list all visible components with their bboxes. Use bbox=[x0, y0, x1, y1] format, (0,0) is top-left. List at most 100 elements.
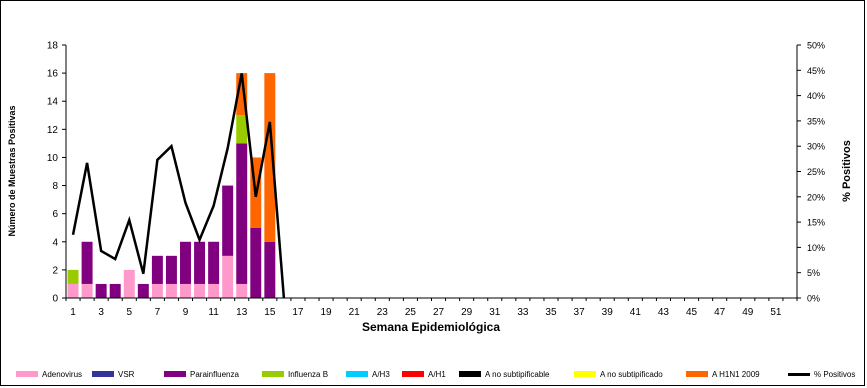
legend: Adenovirus VSR Parainfluenza Influenza B A/H… bbox=[0, 367, 867, 381]
legend-swatch bbox=[574, 371, 596, 377]
legend-item: A/H1 bbox=[402, 367, 446, 381]
y-tick-label: 8 bbox=[52, 181, 58, 192]
bar-segment bbox=[208, 241, 220, 284]
x-tick-label: 13 bbox=[236, 307, 248, 318]
bar-segment bbox=[236, 283, 248, 298]
legend-label: Parainfluenza bbox=[190, 369, 239, 379]
bar-segment bbox=[165, 283, 177, 298]
bar-segment bbox=[109, 283, 121, 298]
bar-segment bbox=[194, 241, 206, 284]
bar-segment bbox=[236, 73, 248, 116]
x-tick-label: 31 bbox=[489, 307, 501, 318]
x-tick-label: 11 bbox=[208, 307, 219, 318]
x-tick-label: 9 bbox=[183, 307, 189, 318]
legend-label: A no subtipificable bbox=[485, 369, 550, 379]
legend-swatch bbox=[262, 371, 284, 377]
x-tick-label: 45 bbox=[686, 307, 698, 318]
legend-swatch bbox=[686, 371, 708, 377]
legend-item: VSR bbox=[92, 367, 134, 381]
y-tick-label: 10 bbox=[47, 153, 59, 164]
percent-positive-line bbox=[71, 73, 286, 299]
legend-swatch bbox=[459, 371, 481, 377]
legend-item: Parainfluenza bbox=[164, 367, 239, 381]
x-tick-label: 33 bbox=[517, 307, 529, 318]
bar-segment bbox=[67, 269, 79, 284]
bar-segment bbox=[165, 255, 177, 284]
bar-segment bbox=[250, 227, 262, 298]
bar-segment bbox=[81, 283, 93, 298]
x-tick-label: 19 bbox=[321, 307, 333, 318]
legend-label: A no subtipificado bbox=[600, 369, 663, 379]
bar-segment bbox=[81, 241, 93, 284]
y-tick-label: 2 bbox=[52, 265, 58, 276]
legend-label: % Positivos bbox=[814, 369, 856, 379]
x-tick-label: 5 bbox=[126, 307, 132, 318]
bar-segment bbox=[95, 283, 107, 298]
legend-label: A H1N1 2009 bbox=[712, 369, 760, 379]
legend-label: A/H1 bbox=[428, 369, 446, 379]
bar-segment bbox=[236, 115, 248, 144]
legend-item: Adenovirus bbox=[16, 367, 82, 381]
y-tick-label: 0 bbox=[52, 294, 58, 305]
x-tick-label: 27 bbox=[433, 307, 445, 318]
x-tick-label: 39 bbox=[602, 307, 614, 318]
y2-tick-label: 5% bbox=[807, 268, 820, 278]
x-tick-label: 1 bbox=[70, 307, 76, 318]
bar-segment bbox=[137, 283, 149, 298]
legend-swatch bbox=[402, 371, 424, 377]
y2-axis-label: % Positivos bbox=[841, 140, 853, 202]
y2-tick-label: 10% bbox=[807, 243, 825, 253]
legend-swatch bbox=[92, 371, 114, 377]
bar-segment bbox=[222, 185, 234, 256]
bar-segment bbox=[151, 255, 163, 284]
legend-item: A no subtipificable bbox=[459, 367, 550, 381]
legend-label: Adenovirus bbox=[42, 369, 83, 379]
legend-swatch bbox=[16, 371, 38, 377]
y-tick-label: 18 bbox=[47, 41, 59, 52]
x-tick-label: 29 bbox=[461, 307, 473, 318]
bar-segment bbox=[180, 283, 191, 298]
x-tick-label: 37 bbox=[574, 307, 586, 318]
bar-segment bbox=[222, 255, 234, 298]
x-tick-label: 41 bbox=[630, 307, 642, 318]
y-tick-label: 4 bbox=[52, 237, 58, 248]
x-tick-label: 7 bbox=[155, 307, 161, 318]
y2-tick-label: 45% bbox=[807, 66, 825, 76]
y2-tick-label: 0% bbox=[807, 294, 820, 304]
bar-segment bbox=[236, 143, 248, 284]
y-axis-label: Número de Muestras Positivas bbox=[7, 105, 17, 236]
legend-item: A no subtipificado bbox=[574, 367, 663, 381]
y2-tick-label: 15% bbox=[807, 218, 825, 228]
legend-item: % Positivos bbox=[788, 367, 855, 381]
x-tick-label: 35 bbox=[545, 307, 557, 318]
y2-tick-label: 20% bbox=[807, 192, 825, 202]
legend-item: A H1N1 2009 bbox=[686, 367, 760, 381]
y-tick-label: 14 bbox=[47, 97, 59, 108]
y-tick-label: 12 bbox=[47, 125, 59, 136]
x-tick-label: 17 bbox=[292, 307, 304, 318]
x-tick-label: 51 bbox=[770, 307, 782, 318]
bar-segment bbox=[194, 283, 206, 298]
y-tick-label: 6 bbox=[52, 209, 58, 220]
y-tick-label: 16 bbox=[47, 69, 59, 80]
x-tick-label: 49 bbox=[742, 307, 754, 318]
y2-tick-label: 25% bbox=[807, 167, 825, 177]
y2-tick-label: 40% bbox=[807, 91, 825, 101]
y2-tick-label: 30% bbox=[807, 142, 825, 152]
x-tick-label: 47 bbox=[714, 307, 726, 318]
y2-tick-label: 35% bbox=[807, 116, 825, 126]
bar-segment bbox=[208, 283, 220, 298]
legend-item: Influenza B bbox=[262, 367, 328, 381]
bar-segment bbox=[264, 241, 276, 298]
legend-label: VSR bbox=[118, 369, 135, 379]
y2-tick-label: 50% bbox=[807, 41, 825, 51]
bar-segment bbox=[180, 241, 191, 284]
x-axis-label: Semana Epidemiológica bbox=[362, 320, 500, 334]
legend-item: A/H3 bbox=[346, 367, 390, 381]
x-tick-label: 25 bbox=[405, 307, 417, 318]
bar-segment bbox=[264, 73, 276, 242]
legend-label: Influenza B bbox=[288, 369, 329, 379]
legend-swatch bbox=[788, 372, 810, 376]
x-tick-label: 23 bbox=[377, 307, 389, 318]
x-tick-label: 15 bbox=[264, 307, 276, 318]
